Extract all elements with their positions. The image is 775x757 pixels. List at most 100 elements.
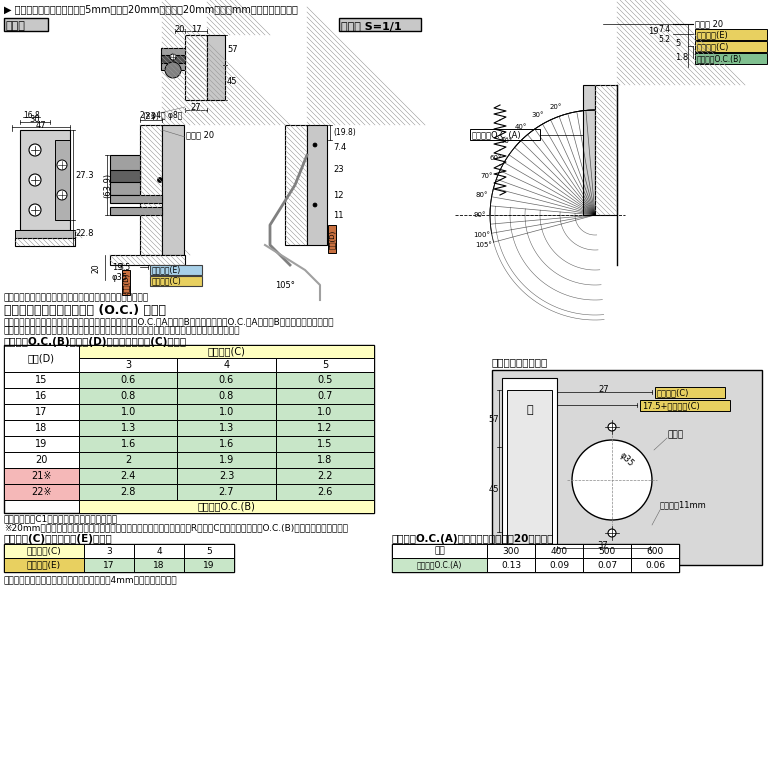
Bar: [79, 388, 177, 404]
Bar: [140, 125, 162, 255]
Bar: [535, 544, 583, 558]
Bar: [134, 544, 184, 558]
Bar: [470, 129, 540, 140]
Bar: [185, 35, 207, 100]
Bar: [207, 35, 225, 100]
Bar: [276, 358, 374, 372]
Text: 扉厚(D): 扉厚(D): [122, 273, 129, 291]
Circle shape: [313, 203, 317, 207]
Text: 30: 30: [29, 116, 40, 124]
Bar: [276, 420, 374, 436]
Bar: [79, 345, 374, 358]
Text: 105°: 105°: [275, 281, 294, 289]
Text: 0.07: 0.07: [597, 560, 617, 569]
Bar: [79, 404, 177, 420]
Text: 22※: 22※: [31, 487, 52, 497]
Text: 扉厚(D): 扉厚(D): [329, 229, 336, 248]
Text: 扉先端のO.C.(A): 扉先端のO.C.(A): [472, 130, 522, 139]
Bar: [583, 544, 631, 558]
Bar: [4, 484, 79, 500]
Bar: [177, 468, 276, 484]
Text: 105°: 105°: [476, 241, 492, 248]
Bar: [177, 404, 276, 420]
Bar: [285, 125, 307, 245]
Text: 0.5: 0.5: [317, 375, 332, 385]
Text: 17.5+カット量(C): 17.5+カット量(C): [642, 401, 700, 410]
Bar: [79, 452, 177, 468]
Bar: [79, 358, 177, 372]
Bar: [79, 468, 177, 484]
Text: 15: 15: [36, 375, 48, 385]
Bar: [15, 230, 75, 238]
Circle shape: [157, 177, 163, 182]
Text: 3: 3: [106, 547, 112, 556]
Text: 27: 27: [598, 385, 609, 394]
Bar: [307, 125, 327, 245]
Bar: [276, 388, 374, 404]
Text: 0.8: 0.8: [219, 391, 234, 401]
Bar: [4, 420, 79, 436]
Text: カット量(C): カット量(C): [208, 347, 246, 357]
Text: 18: 18: [36, 423, 47, 433]
Bar: [4, 436, 79, 452]
Text: 57: 57: [227, 45, 238, 55]
Text: 扉加工（木製扉用）: 扉加工（木製扉用）: [492, 357, 548, 367]
Bar: [161, 55, 185, 63]
Text: 19: 19: [36, 439, 47, 449]
Text: 600: 600: [646, 547, 663, 556]
Text: 20°: 20°: [549, 104, 562, 110]
Bar: [640, 400, 730, 411]
Text: 70°: 70°: [480, 173, 493, 179]
Text: 扉吹元のO.C.(B): 扉吹元のO.C.(B): [198, 501, 256, 512]
Text: 2.8: 2.8: [120, 487, 136, 497]
Text: 量により変化します。扉の軌跡図および下表を十分考慮の上、キャビネットを設計してください。: 量により変化します。扉の軌跡図および下表を十分考慮の上、キャビネットを設計してく…: [4, 326, 240, 335]
Text: 0.6: 0.6: [219, 375, 234, 385]
Bar: [4, 372, 79, 388]
Text: 50°: 50°: [501, 138, 513, 144]
Text: 1.5: 1.5: [317, 439, 332, 449]
Bar: [177, 388, 276, 404]
Text: カット量(C)とかぶせ量(E)の関係: カット量(C)とかぶせ量(E)の関係: [4, 534, 112, 544]
Text: 1.3: 1.3: [121, 423, 136, 433]
Text: 30°: 30°: [531, 112, 544, 118]
Bar: [276, 436, 374, 452]
Text: 11: 11: [333, 210, 343, 220]
Circle shape: [165, 62, 181, 78]
Bar: [535, 558, 583, 572]
Text: 2.7: 2.7: [219, 487, 234, 497]
Text: 扉吊元のO.C.(B): 扉吊元のO.C.(B): [697, 55, 742, 64]
Bar: [184, 544, 234, 558]
Text: 47: 47: [36, 120, 46, 129]
Bar: [162, 125, 184, 255]
Text: 500: 500: [598, 547, 615, 556]
Bar: [184, 558, 234, 572]
Circle shape: [608, 423, 616, 431]
Text: 16.8: 16.8: [23, 111, 40, 120]
Text: オープニングクリアランス (O.C.) 目地代: オープニングクリアランス (O.C.) 目地代: [4, 304, 166, 316]
Bar: [15, 238, 75, 246]
Text: φ35: φ35: [112, 273, 128, 282]
Text: 1.0: 1.0: [219, 407, 234, 417]
Text: 20: 20: [91, 263, 101, 273]
Text: 掘込深さ11mm: 掘込深さ11mm: [660, 500, 707, 509]
Bar: [177, 420, 276, 436]
Text: 3: 3: [125, 360, 131, 370]
Text: 扉先端のO.C.(A)と扉幅の関係（扉厚20のとき）: 扉先端のO.C.(A)と扉幅の関係（扉厚20のとき）: [392, 534, 554, 544]
Text: 軌跡図 S=1/1: 軌跡図 S=1/1: [341, 21, 401, 31]
Text: φ35: φ35: [617, 451, 635, 469]
Text: 1.8: 1.8: [675, 52, 688, 61]
Circle shape: [608, 529, 616, 537]
Bar: [4, 345, 374, 513]
Circle shape: [57, 190, 67, 200]
Bar: [79, 484, 177, 500]
Bar: [150, 276, 202, 286]
Text: 側板厚 20: 側板厚 20: [186, 130, 214, 139]
Bar: [583, 558, 631, 572]
Bar: [507, 390, 552, 545]
Text: 本図は別売のマウンティングプレートとの組み合わせです。: 本図は別売のマウンティングプレートとの組み合わせです。: [4, 294, 149, 303]
Circle shape: [29, 174, 41, 186]
Bar: [55, 140, 70, 220]
Bar: [4, 452, 79, 468]
Text: 1.6: 1.6: [121, 439, 136, 449]
Bar: [276, 372, 374, 388]
